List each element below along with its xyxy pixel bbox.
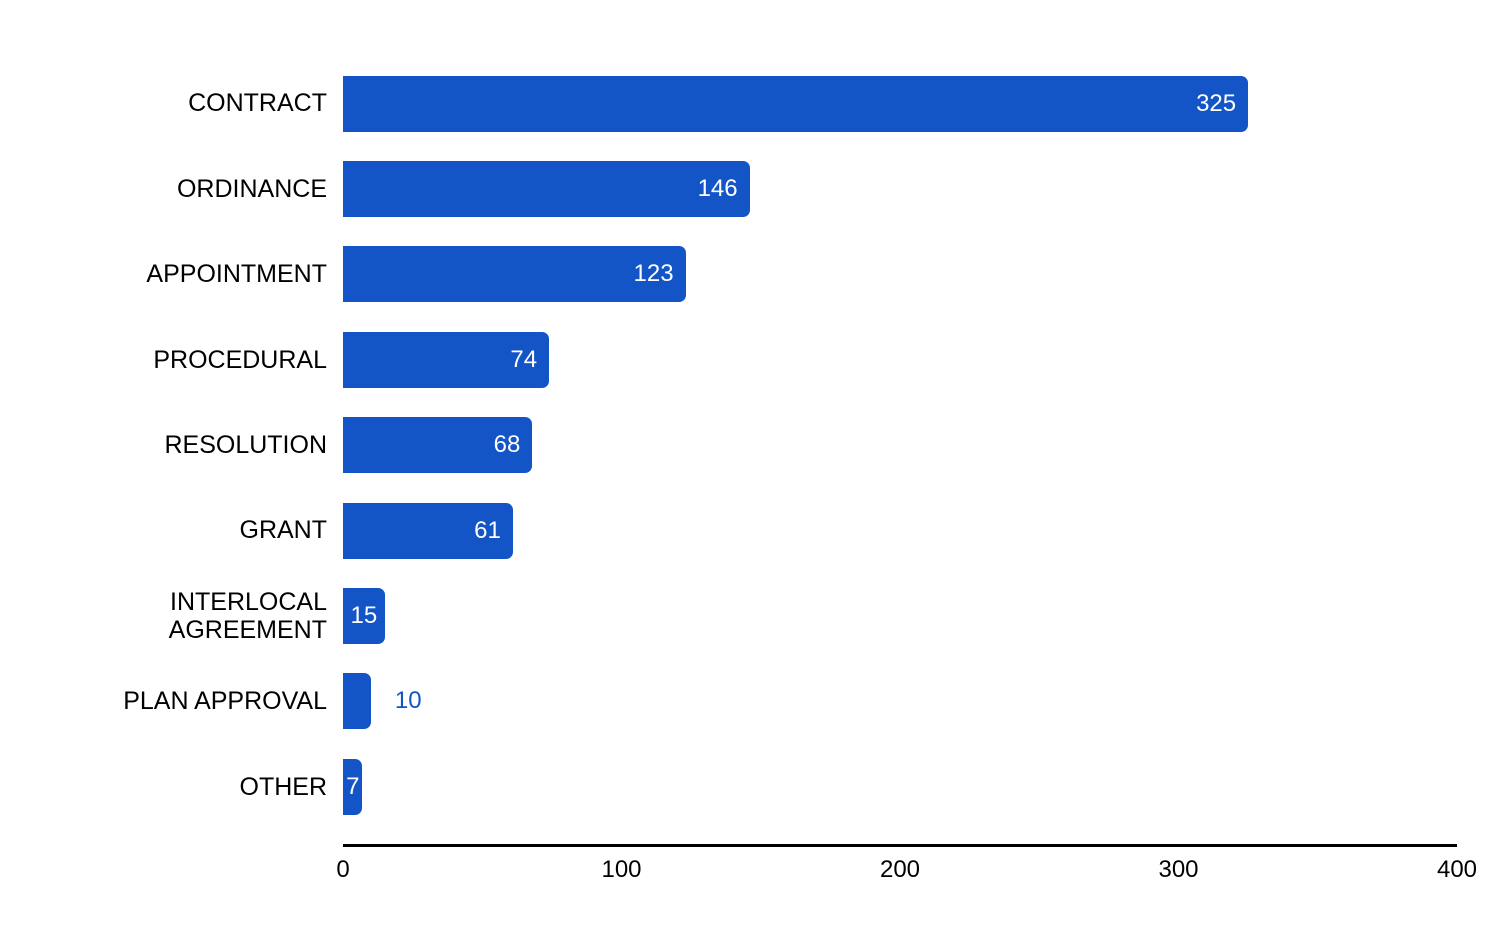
bar-value-label: 15 [350, 602, 378, 630]
chart-row: INTERLOCAL AGREEMENT 15 [0, 573, 1457, 658]
bar: 61 [343, 502, 513, 559]
category-label: GRANT [239, 516, 328, 545]
category-label: RESOLUTION [164, 431, 327, 459]
chart-row: RESOLUTION 68 [0, 403, 1457, 488]
bar: 146 [343, 161, 750, 218]
bar: 7 [343, 758, 363, 815]
x-axis-tick-label: 0 [336, 856, 350, 883]
bar-area: 146 [343, 161, 1457, 218]
category-label: CONTRACT [188, 89, 327, 118]
bar-value-label: 7 [346, 772, 360, 800]
chart-row: OTHER 7 [0, 744, 1457, 829]
bar-value-label: 74 [510, 345, 538, 373]
bar-area: 10 [343, 673, 1457, 730]
chart-row: PLAN APPROVAL 10 [0, 659, 1457, 744]
category-label: ORDINANCE [176, 174, 327, 203]
bar [343, 673, 371, 730]
chart-row: PROCEDURAL 74 [0, 317, 1457, 402]
category-label: INTERLOCAL AGREEMENT [168, 587, 327, 645]
x-axis: 0 100 200 300 400 [336, 856, 1477, 888]
bar-value-label: 123 [633, 260, 674, 288]
x-axis-line [343, 844, 1457, 847]
category-label: APPOINTMENT [146, 260, 327, 289]
chart-row: APPOINTMENT 123 [0, 232, 1457, 317]
bar: 68 [343, 417, 533, 474]
bar-area: 61 [343, 502, 1457, 559]
chart-row: CONTRACT 325 [0, 61, 1457, 146]
bar: 74 [343, 331, 550, 388]
bar: 15 [343, 588, 385, 645]
x-axis-tick-label: 100 [601, 856, 642, 883]
bar-value-label-outside: 10 [394, 687, 422, 715]
bar: 123 [343, 246, 686, 303]
bar-area: 325 [343, 75, 1457, 132]
bar-area: 68 [343, 417, 1457, 474]
category-label: PROCEDURAL [153, 345, 327, 374]
x-axis-tick-label: 300 [1158, 856, 1199, 883]
x-axis-tick-label: 200 [879, 856, 921, 883]
x-axis-tick-label: 400 [1436, 856, 1478, 883]
category-label: OTHER [239, 772, 328, 801]
chart-row: GRANT 61 [0, 488, 1457, 573]
bar-value-label: 325 [1196, 89, 1237, 117]
bar-area: 7 [343, 758, 1457, 815]
chart-rows: CONTRACT 325 ORDINANCE 146 APPOINTMENT 1… [0, 61, 1457, 830]
chart-row: ORDINANCE 146 [0, 146, 1457, 231]
bar-value-label: 68 [493, 431, 521, 459]
category-label: PLAN APPROVAL [123, 687, 327, 716]
bar-area: 15 [343, 588, 1457, 645]
bar: 325 [343, 75, 1249, 132]
bar-value-label: 146 [697, 175, 738, 203]
bar-area: 123 [343, 246, 1457, 303]
bar-value-label: 61 [474, 516, 501, 544]
bar-area: 74 [343, 331, 1457, 388]
